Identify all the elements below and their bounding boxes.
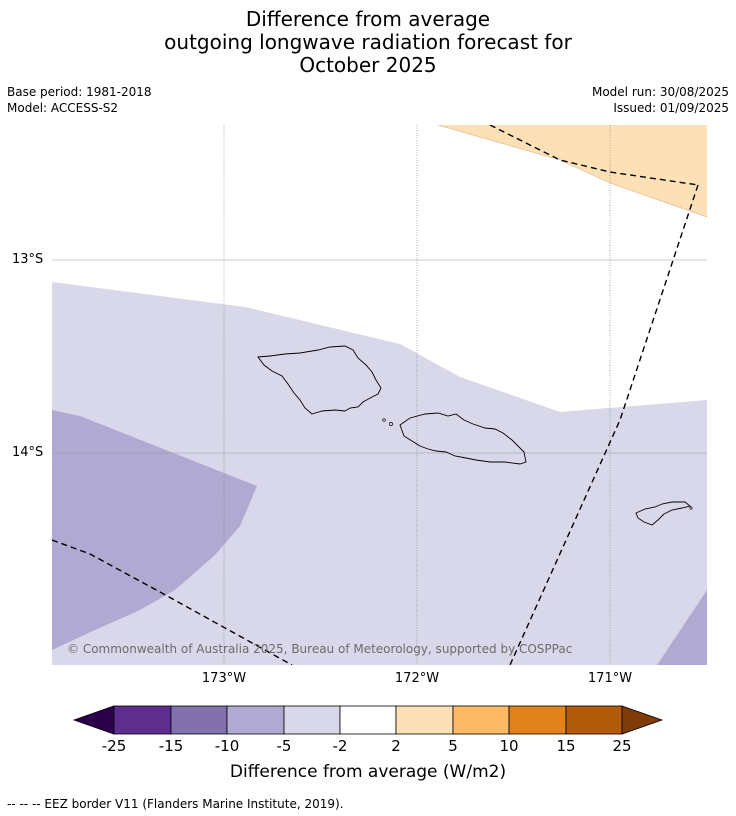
island-upolu [399,412,527,465]
colorbar-bin-neg10-neg5 [226,705,285,735]
colorbar-tick: 10 [499,737,519,755]
base-period: Base period: 1981-2018 [7,85,152,99]
colorbar-tick: -2 [332,737,348,755]
lon-label-172w: 172°W [394,671,440,686]
colorbar-bin-neg5-neg2 [283,705,341,735]
chart-title: Difference from average outgoing longwav… [0,8,736,77]
colorbar-bin-neg15-neg10 [170,705,228,735]
issued-date: Issued: 01/09/2025 [613,101,729,115]
model-name: Model: ACCESS-S2 [7,101,119,115]
map-panel: © Commonwealth of Australia 2025, Bureau… [52,125,707,665]
copyright-text: © Commonwealth of Australia 2025, Bureau… [67,642,572,656]
meta-right: Model run: 30/08/2025 Issued: 01/09/2025 [592,84,729,116]
colorbar-tick: 25 [612,737,632,755]
colorbar-bin-neg25-neg15 [113,705,172,735]
anomaly-region-2-5-edge [437,125,707,218]
colorbar-label: Difference from average (W/m2) [229,762,507,782]
model-run: Model run: 30/08/2025 [591,85,729,99]
footnote-eez: -- -- -- EEZ border V11 (Flanders Marine… [7,797,344,811]
island-aunuu [689,506,693,510]
colorbar-bin-15-25 [565,705,623,735]
colorbar-bin-10-15 [508,705,567,735]
title-line-2: outgoing longwave radiation forecast for [164,30,572,54]
lon-label-171w: 171°W [587,671,633,686]
lon-label-173w: 173°W [201,671,247,686]
island-manono [389,422,393,426]
colorbar-extend-high [621,705,664,735]
colorbar-tick: -10 [214,737,240,755]
colorbar-bin-2-5 [395,705,454,735]
island-tutuila [635,501,691,526]
colorbar-bin-5-10 [452,705,510,735]
colorbar-tick: 15 [556,737,576,755]
meta-left: Base period: 1981-2018 Model: ACCESS-S2 [7,84,152,116]
eez-border-southwest [52,539,293,665]
colorbar-tick: -25 [101,737,127,755]
anomaly-region-neg10-neg5-west [52,410,257,650]
colorbar-extend-low [72,705,115,735]
eez-border-east [509,184,699,665]
island-apolima [382,418,386,422]
colorbar-tick: -15 [158,737,184,755]
eez-border-north [489,125,699,186]
island-savaii [257,345,382,415]
anomaly-region-2-5 [438,125,707,217]
colorbar-bin-neg2-2 [339,705,397,735]
lat-label-14s: 14°S [12,445,44,460]
anomaly-region-neg5-neg2 [52,282,707,665]
colorbar-tick: -5 [276,737,292,755]
lat-label-13s: 13°S [12,252,44,267]
title-line-3: October 2025 [299,53,437,77]
colorbar [72,705,664,735]
anomaly-region-neg10-neg5-southeast [657,590,707,665]
colorbar-tick: 5 [448,737,458,755]
colorbar-tick: 2 [391,737,401,755]
title-line-1: Difference from average [245,7,491,31]
